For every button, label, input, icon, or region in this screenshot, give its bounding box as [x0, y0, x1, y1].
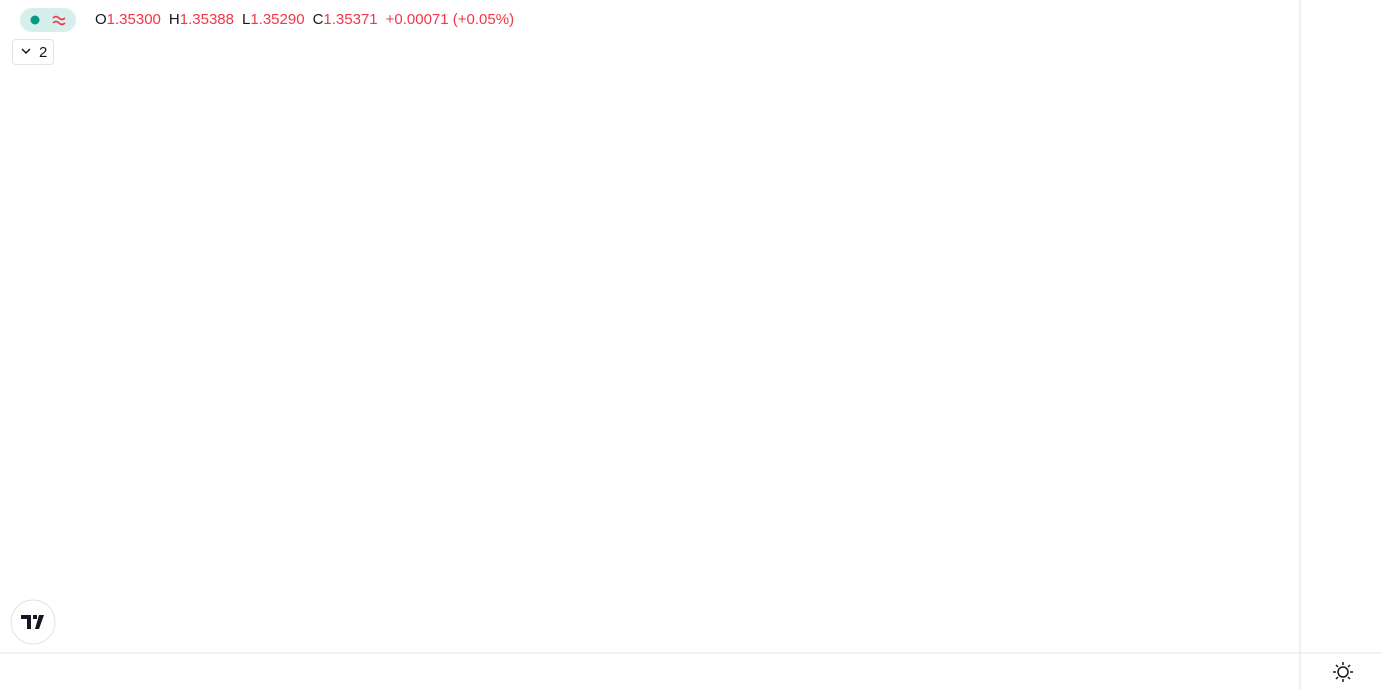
chevron-path	[21, 48, 31, 55]
gear-teeth	[1333, 662, 1353, 682]
status-icons	[30, 15, 66, 26]
ohlc-legend: O 1.35300 H 1.35388 L 1.35290 C 1.35371 +0.00071…	[95, 11, 514, 28]
gear-center[interactable]	[1337, 666, 1349, 678]
ohlc-key: H	[168, 11, 180, 28]
logo-circle[interactable]	[10, 599, 56, 645]
ohlc-key: C	[312, 11, 324, 28]
ohlc-key: L	[241, 11, 251, 28]
ohlc-key: O	[95, 11, 107, 28]
settings-icon[interactable]	[1333, 662, 1353, 682]
logo-glyph	[21, 615, 44, 629]
status-dot	[30, 15, 40, 25]
ohlc-value: 1.35388	[179, 11, 234, 28]
tv-logo[interactable]	[10, 599, 56, 645]
ohlc-change: +0.00071 (+0.05%)	[385, 11, 515, 28]
ohlc-value: 1.35300	[106, 11, 161, 28]
ohlc-value: 1.35371	[323, 11, 378, 28]
chevron	[21, 48, 31, 55]
ohlc-value: 1.35290	[250, 11, 305, 28]
indicators-toggle[interactable]: 2	[12, 39, 54, 65]
status-wave	[52, 15, 66, 26]
status-pill[interactable]	[20, 8, 76, 32]
indicator-count: 2	[39, 44, 48, 61]
